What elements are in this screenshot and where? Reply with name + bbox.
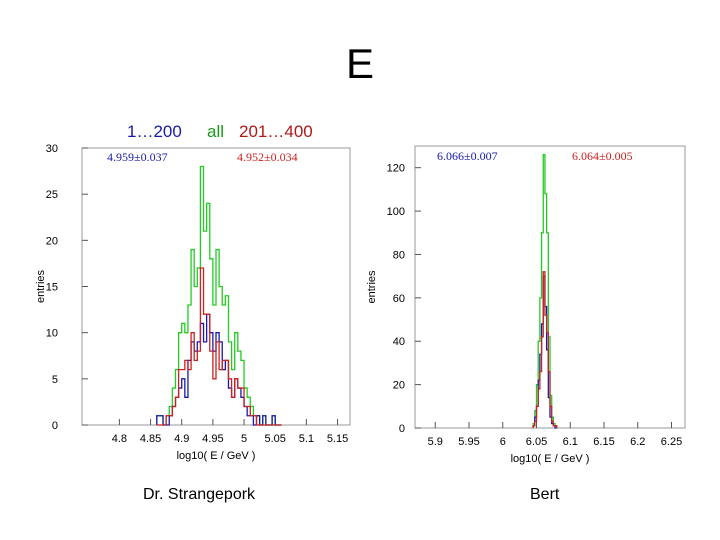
y-tick-label-1-3: 60 [393,293,405,305]
x-tick-label-1-1: 5.95 [458,436,479,448]
page-title: E [345,40,374,87]
x-tick-label-0-5: 5.05 [264,433,285,445]
caption-left: Dr. Strangepork [143,486,256,503]
y-tick-label-0-1: 5 [52,374,58,386]
y-tick-label-0-5: 25 [46,189,58,201]
x-axis-title-1: log10( E / GeV ) [511,453,590,465]
caption-right: Bert [530,486,560,503]
stat-second-0: 4.952±0.034 [237,150,298,164]
series-second-0 [156,267,282,426]
plot-frame-1 [414,145,686,429]
x-tick-label-0-7: 5.15 [327,433,348,445]
legend-first-half: 1…200 [127,122,182,141]
x-tick-label-0-4: 5 [241,433,247,445]
series-all-1 [532,154,558,428]
stat-second-1: 6.064±0.005 [572,149,633,163]
y-tick-label-0-2: 10 [46,328,58,340]
stat-first-1: 6.066±0.007 [437,149,498,163]
y-tick-label-1-5: 100 [387,206,405,218]
y-tick-label-0-4: 20 [46,235,58,247]
x-tick-label-1-7: 6.25 [661,436,682,448]
x-tick-label-0-2: 4.9 [174,433,189,445]
y-tick-label-0-6: 30 [46,143,58,155]
x-tick-label-1-4: 6.1 [563,436,578,448]
stat-first-0: 4.959±0.037 [107,150,168,164]
x-tick-label-1-5: 6.15 [593,436,614,448]
y-tick-label-0-3: 15 [46,282,58,294]
x-tick-label-1-3: 6.05 [526,436,547,448]
series-all-0 [156,165,282,426]
y-tick-label-1-1: 20 [393,380,405,392]
x-tick-label-0-0: 4.8 [112,433,127,445]
x-tick-label-0-6: 5.1 [299,433,314,445]
legend-second-half: 201…400 [239,122,313,141]
y-tick-label-1-2: 40 [393,336,405,348]
y-tick-label-1-6: 120 [387,163,405,175]
x-tick-label-1-0: 5.9 [428,436,443,448]
x-axis-title-0: log10( E / GeV ) [177,450,256,462]
y-tick-label-1-0: 0 [399,423,405,435]
x-tick-label-1-6: 6.2 [630,436,645,448]
legend-all: all [207,122,225,141]
x-tick-label-0-1: 4.85 [140,433,161,445]
y-axis-title-1: entries [366,270,378,304]
y-tick-label-0-0: 0 [52,420,58,432]
x-tick-label-1-2: 6 [500,436,506,448]
x-tick-label-0-3: 4.95 [202,433,223,445]
series-second-1 [532,271,558,428]
y-tick-label-1-4: 80 [393,249,405,261]
y-axis-title-0: entries [35,269,47,303]
